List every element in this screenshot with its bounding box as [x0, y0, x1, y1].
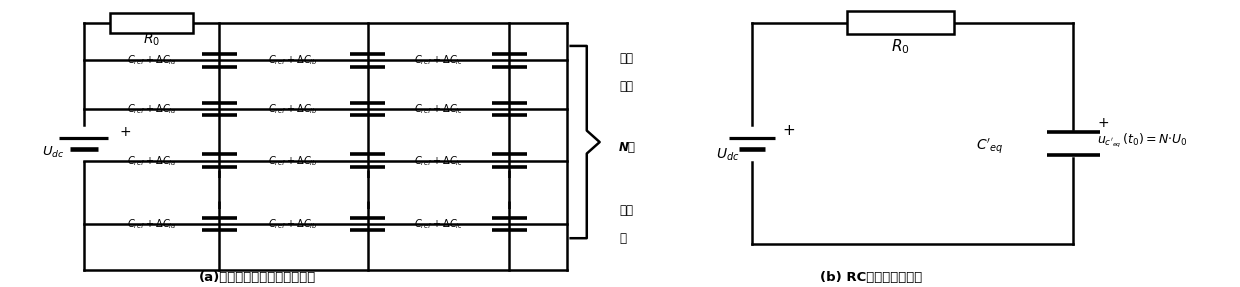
Text: $C_{ref}+\Delta C_{ib}$: $C_{ref}+\Delta C_{ib}$ [269, 217, 319, 231]
Text: 每相: 每相 [619, 52, 632, 65]
Text: $R_0$: $R_0$ [892, 37, 910, 56]
Text: $u_{c'_{eq}}\,(t_0){=}N{\cdot}U_0$: $u_{c'_{eq}}\,(t_0){=}N{\cdot}U_0$ [1097, 131, 1188, 150]
Text: $C_{ref}+\Delta C_{ic}$: $C_{ref}+\Delta C_{ic}$ [414, 53, 464, 67]
Text: 块: 块 [619, 232, 626, 245]
Text: $+$: $+$ [781, 123, 795, 138]
Text: $C_{ref}+\Delta C_{ib}$: $C_{ref}+\Delta C_{ib}$ [269, 53, 319, 67]
Text: $C_{ref}+\Delta C_{ib}$: $C_{ref}+\Delta C_{ib}$ [269, 102, 319, 116]
Text: $U_{dc}$: $U_{dc}$ [42, 145, 64, 160]
Text: (a)可控预充电过程的等效电路: (a)可控预充电过程的等效电路 [200, 271, 316, 284]
Text: 子模: 子模 [619, 204, 632, 217]
Bar [109, 13, 193, 33]
Text: 共有: 共有 [619, 80, 632, 93]
Text: $C_{ref}+\Delta C_{ia}$: $C_{ref}+\Delta C_{ia}$ [126, 154, 176, 168]
Text: $C_{ref}+\Delta C_{ic}$: $C_{ref}+\Delta C_{ic}$ [414, 154, 464, 168]
Text: $+$: $+$ [1097, 117, 1110, 130]
Text: $+$: $+$ [119, 125, 131, 139]
Text: $C_{ref}+\Delta C_{ic}$: $C_{ref}+\Delta C_{ic}$ [414, 217, 464, 231]
Text: $C'_{eq}$: $C'_{eq}$ [976, 137, 1004, 156]
Text: $U_{dc}$: $U_{dc}$ [717, 147, 740, 163]
Text: $C_{ref}+\Delta C_{ia}$: $C_{ref}+\Delta C_{ia}$ [126, 102, 176, 116]
Text: $R_0$: $R_0$ [143, 32, 160, 48]
Text: $C_{ref}+\Delta C_{ic}$: $C_{ref}+\Delta C_{ic}$ [414, 102, 464, 116]
Bar [847, 11, 955, 34]
Text: (b) RC一阶全响应电路: (b) RC一阶全响应电路 [820, 271, 923, 284]
Text: N个: N个 [619, 141, 636, 154]
Text: $C_{ref}+\Delta C_{ia}$: $C_{ref}+\Delta C_{ia}$ [126, 217, 176, 231]
Text: $C_{ref}+\Delta C_{ia}$: $C_{ref}+\Delta C_{ia}$ [126, 53, 176, 67]
Text: $C_{ref}+\Delta C_{ib}$: $C_{ref}+\Delta C_{ib}$ [269, 154, 319, 168]
